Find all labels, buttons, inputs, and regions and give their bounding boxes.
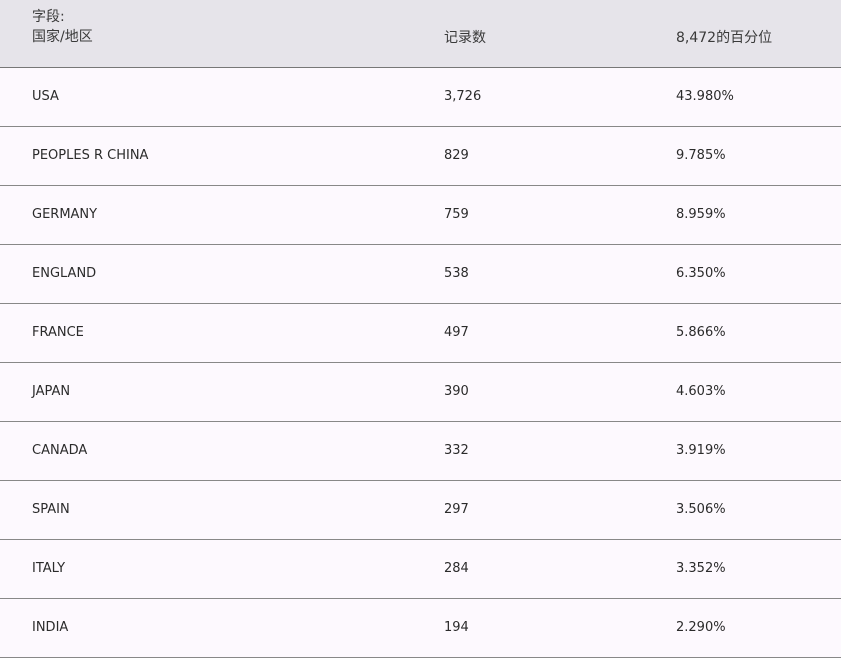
table-row: ITALY 284 3.352% [0,539,841,599]
country-cell: FRANCE [0,303,444,363]
percent-cell: 4.603% [676,362,841,422]
percent-cell: 3.506% [676,480,841,540]
percent-cell: 43.980% [676,67,841,127]
header-percent[interactable]: 8,472的百分位 [676,0,841,68]
percent-cell: 2.290% [676,598,841,658]
table-row: USA 3,726 43.980% [0,67,841,127]
table-row: JAPAN 390 4.603% [0,362,841,422]
country-cell: CANADA [0,421,444,481]
count-cell: 284 [444,539,676,599]
country-cell: ITALY [0,539,444,599]
count-cell: 759 [444,185,676,245]
table-row: INDIA 194 2.290% [0,598,841,658]
header-row: 字段: 国家/地区 记录数 8,472的百分位 [0,0,841,68]
count-cell: 297 [444,480,676,540]
table-row: GERMANY 759 8.959% [0,185,841,245]
percent-cell: 8.959% [676,185,841,245]
country-cell: SPAIN [0,480,444,540]
percent-cell: 3.352% [676,539,841,599]
count-cell: 390 [444,362,676,422]
country-cell: PEOPLES R CHINA [0,126,444,186]
percent-cell: 6.350% [676,244,841,304]
country-cell: INDIA [0,598,444,658]
percent-cell: 5.866% [676,303,841,363]
table-row: ENGLAND 538 6.350% [0,244,841,304]
count-cell: 3,726 [444,67,676,127]
percent-cell: 3.919% [676,421,841,481]
count-cell: 538 [444,244,676,304]
percent-cell: 9.785% [676,126,841,186]
country-cell: JAPAN [0,362,444,422]
count-cell: 332 [444,421,676,481]
count-cell: 194 [444,598,676,658]
table-row: CANADA 332 3.919% [0,421,841,481]
count-cell: 497 [444,303,676,363]
header-country[interactable]: 字段: 国家/地区 [0,0,444,68]
table-row: FRANCE 497 5.866% [0,303,841,363]
country-cell: GERMANY [0,185,444,245]
country-cell: USA [0,67,444,127]
count-cell: 829 [444,126,676,186]
country-cell: ENGLAND [0,244,444,304]
table-row: PEOPLES R CHINA 829 9.785% [0,126,841,186]
table-row: SPAIN 297 3.506% [0,480,841,540]
header-count[interactable]: 记录数 [444,0,676,68]
